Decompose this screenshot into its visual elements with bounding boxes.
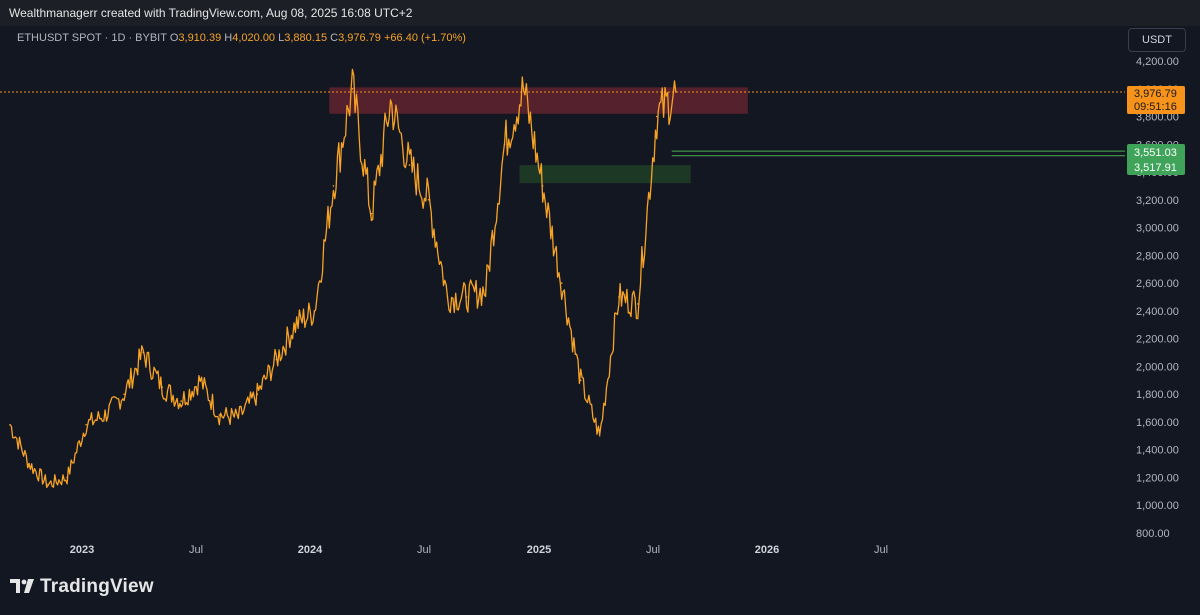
footer-bar xyxy=(0,562,1200,615)
price-point xyxy=(256,393,259,396)
low-value: 3,880.15 xyxy=(284,32,328,44)
close-value: 3,976.79 xyxy=(338,32,381,44)
y-tick-label: 1,600.00 xyxy=(1136,417,1179,429)
y-tick-label: 3,000.00 xyxy=(1136,223,1179,235)
price-point xyxy=(656,115,658,118)
resistance-zone xyxy=(329,87,748,114)
low-label: L xyxy=(278,32,285,44)
price-point xyxy=(294,324,297,326)
open-value: 3,910.39 xyxy=(178,32,222,44)
x-tick-label: 2025 xyxy=(527,544,551,556)
x-tick-label: Jul xyxy=(874,544,888,556)
x-tick-label: 2026 xyxy=(755,544,779,556)
price-point xyxy=(541,185,544,187)
header-caption: Wealthmanagerr created with TradingView.… xyxy=(9,6,413,20)
price-point xyxy=(199,379,201,382)
price-point xyxy=(142,351,144,354)
price-point xyxy=(313,310,316,312)
y-tick-label: 2,600.00 xyxy=(1136,278,1179,290)
price-point xyxy=(28,462,30,465)
symbol-label: ETHUSDT SPOT · 1D · BYBIT xyxy=(17,32,167,44)
chart-area[interactable] xyxy=(0,26,1200,562)
y-tick-label: 2,400.00 xyxy=(1136,306,1179,318)
close-label: C xyxy=(330,32,339,44)
price-point xyxy=(104,414,106,416)
price-point xyxy=(180,400,182,402)
y-tick-label: 3,800.00 xyxy=(1136,112,1179,124)
price-point xyxy=(370,212,373,215)
x-tick-label: 2024 xyxy=(298,544,323,556)
price-series-line xyxy=(9,68,677,489)
y-tick-label: 800.00 xyxy=(1136,528,1170,540)
currency-button[interactable]: USDT xyxy=(1128,28,1186,52)
price-point xyxy=(351,88,354,90)
tradingview-icon xyxy=(10,579,34,593)
support-zone xyxy=(519,165,691,184)
high-value: 4,020.00 xyxy=(232,32,276,44)
price-point xyxy=(637,303,639,305)
y-tick-label: 3,200.00 xyxy=(1136,195,1179,207)
price-point xyxy=(522,88,525,90)
y-tick-label: 1,000.00 xyxy=(1136,500,1179,512)
price-point xyxy=(275,358,278,361)
level-upper-tag: 3,551.03 xyxy=(1134,147,1177,159)
y-tick-label: 2,800.00 xyxy=(1136,250,1179,262)
price-point xyxy=(9,423,11,426)
symbol-legend: ETHUSDT SPOT · 1D · BYBIT O3,910.39 H4,0… xyxy=(17,32,466,44)
price-point xyxy=(66,476,68,479)
y-tick-label: 1,400.00 xyxy=(1136,445,1179,457)
level-lower-tag: 3,517.91 xyxy=(1134,162,1177,174)
price-point xyxy=(503,143,506,146)
level-tag-bg xyxy=(1127,144,1185,175)
high-label: H xyxy=(224,32,233,44)
x-tick-label: Jul xyxy=(189,544,203,556)
y-tick-label: 1,200.00 xyxy=(1136,472,1179,484)
open-label: O xyxy=(169,32,179,44)
price-point xyxy=(598,435,601,437)
price-point xyxy=(161,386,163,389)
price-point xyxy=(465,296,468,298)
price-point xyxy=(675,91,677,93)
last-price-tag: 3,976.79 xyxy=(1134,88,1177,100)
y-tick-label: 1,800.00 xyxy=(1136,389,1179,401)
price-point xyxy=(47,483,49,486)
price-point xyxy=(618,296,620,298)
price-point xyxy=(427,199,430,201)
price-point xyxy=(484,289,487,291)
price-point xyxy=(85,423,87,426)
y-tick-label: 4,200.00 xyxy=(1136,56,1179,68)
countdown-tag: 09:51:16 xyxy=(1134,101,1177,113)
header-bar: Wealthmanagerr created with TradingView.… xyxy=(0,0,1200,26)
price-point xyxy=(218,414,221,416)
y-tick-label: 2,200.00 xyxy=(1136,334,1179,346)
brand-name: TradingView xyxy=(40,576,154,597)
price-point xyxy=(332,185,335,187)
tradingview-logo: TradingView xyxy=(10,576,154,598)
price-point xyxy=(579,379,582,382)
x-tick-label: Jul xyxy=(646,544,660,556)
x-tick-label: 2023 xyxy=(70,544,94,556)
change-value: +66.40 (+1.70%) xyxy=(383,32,466,44)
price-point xyxy=(446,296,449,298)
price-point xyxy=(389,101,392,104)
last-price-tag-bg xyxy=(1127,86,1185,114)
y-tick-label: 2,000.00 xyxy=(1136,361,1179,373)
price-point xyxy=(408,164,411,166)
x-tick-label: Jul xyxy=(417,544,431,556)
price-point xyxy=(560,282,563,284)
price-point xyxy=(123,393,125,396)
price-point xyxy=(237,417,240,419)
